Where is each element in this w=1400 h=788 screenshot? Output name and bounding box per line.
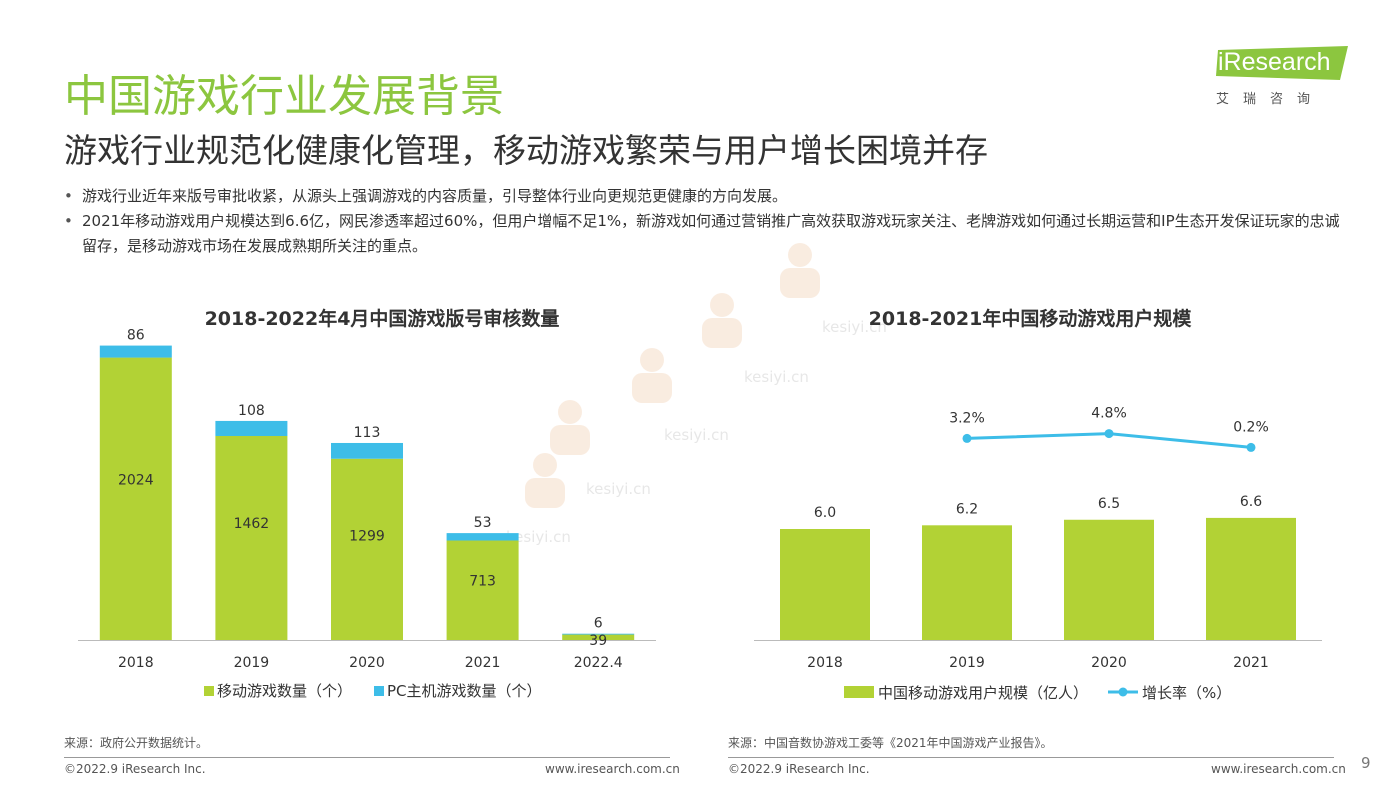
x-tick-label: 2019 <box>949 655 985 671</box>
chart-license-approvals: 2018-2022年4月中国游戏版号审核数量 86 2024 2018 108 1462 2… <box>64 300 674 720</box>
growth-point <box>962 433 972 443</box>
bar-mobile <box>562 634 635 640</box>
data-label-pc: 108 <box>238 403 265 419</box>
data-label-mobile: 39 <box>589 633 607 649</box>
x-tick-label: 2021 <box>465 655 501 671</box>
legend-swatch-mobile <box>204 686 214 696</box>
website-link[interactable]: www.iresearch.com.cn <box>545 762 680 776</box>
page-number: 9 <box>1361 754 1371 772</box>
data-label-mobile: 1299 <box>349 528 385 544</box>
bar-pc <box>99 345 172 358</box>
chart-title: 2018-2022年4月中国游戏版号审核数量 <box>205 307 560 330</box>
source-left: 来源：政府公开数据统计。 <box>64 736 209 750</box>
copyright: ©2022.9 iResearch Inc. <box>64 762 206 776</box>
chart-mobile-users-svg: 2018-2021年中国移动游戏用户规模 6.0 2018 6.2 2019 6.5 202… <box>754 307 1322 702</box>
chart-title: 2018-2021年中国移动游戏用户规模 <box>869 307 1193 330</box>
footer-divider <box>64 757 670 758</box>
bar-pc <box>446 533 519 541</box>
x-tick-label: 2020 <box>349 655 385 671</box>
legend-swatch-growth-point <box>1118 687 1128 697</box>
data-label-users: 6.0 <box>814 505 836 521</box>
source-right: 来源：中国音数协游戏工委等《2021年中国游戏产业报告》。 <box>728 736 1053 750</box>
legend-swatch-pc <box>374 686 384 696</box>
logo-shape <box>1216 46 1348 80</box>
data-label-pc: 113 <box>354 425 381 441</box>
x-tick-label: 2018 <box>118 655 154 671</box>
page-subtitle: 游戏行业规范化健康化管理，移动游戏繁荣与用户增长困境并存 <box>64 131 988 170</box>
copyright: ©2022.9 iResearch Inc. <box>728 762 870 776</box>
data-label-pc: 86 <box>127 328 145 344</box>
bullet-list: 游戏行业近年来版号审批收紧，从源头上强调游戏的内容质量，引导整体行业向更规范更健… <box>64 184 1354 259</box>
data-label-growth: 0.2% <box>1233 419 1269 435</box>
data-label-growth: 3.2% <box>949 410 985 426</box>
x-tick-label: 2020 <box>1091 655 1127 671</box>
data-label-users: 6.6 <box>1240 494 1262 510</box>
bar-mobile <box>446 540 519 640</box>
bar-mobile <box>99 357 172 640</box>
bar-pc <box>562 633 635 635</box>
legend-label-mobile: 移动游戏数量（个） <box>217 682 352 700</box>
data-label-growth: 4.8% <box>1091 406 1127 422</box>
data-label-pc: 6 <box>594 616 603 632</box>
data-label-users: 6.5 <box>1098 496 1120 512</box>
bar-pc <box>215 420 288 436</box>
logo-wordmark: iResearch <box>1218 48 1331 76</box>
legend-label-users: 中国移动游戏用户规模（亿人） <box>878 684 1088 702</box>
data-label-mobile: 1462 <box>234 516 270 532</box>
bar-mobile <box>215 436 288 640</box>
bullet-item: 2021年移动游戏用户规模达到6.6亿，网民渗透率超过60%，但用户增幅不足1%… <box>64 209 1354 259</box>
bar-users <box>780 529 870 640</box>
data-label-mobile: 713 <box>469 573 496 589</box>
bullet-item: 游戏行业近年来版号审批收紧，从源头上强调游戏的内容质量，引导整体行业向更规范更健… <box>64 184 1354 209</box>
chart-license-approvals-svg: 2018-2022年4月中国游戏版号审核数量 86 2024 2018 108 1462 2… <box>78 307 656 700</box>
bar-users <box>1206 517 1296 640</box>
chart-mobile-users: 2018-2021年中国移动游戏用户规模 6.0 2018 6.2 2019 6.5 202… <box>740 300 1340 720</box>
legend-label-growth: 增长率（%） <box>1142 684 1231 702</box>
growth-point <box>1104 429 1114 439</box>
page-title: 中国游戏行业发展背景 <box>64 71 504 122</box>
data-label-users: 6.2 <box>956 501 978 517</box>
data-label-mobile: 2024 <box>118 473 154 489</box>
bar-users <box>922 525 1012 640</box>
bar-mobile <box>331 458 403 640</box>
growth-point <box>1246 442 1256 452</box>
logo-subtitle: 艾瑞咨询 <box>1216 92 1325 107</box>
data-label-pc: 53 <box>474 515 492 531</box>
bar-pc <box>331 442 403 459</box>
website-link[interactable]: www.iresearch.com.cn <box>1211 762 1346 776</box>
bar-users <box>1064 519 1154 640</box>
x-tick-label: 2018 <box>807 655 843 671</box>
x-tick-label: 2021 <box>1233 655 1269 671</box>
footer-divider <box>728 757 1334 758</box>
x-tick-label: 2019 <box>234 655 270 671</box>
legend-swatch-users <box>844 686 874 698</box>
legend-label-pc: PC主机游戏数量（个） <box>387 682 542 700</box>
x-tick-label: 2022.4 <box>574 655 623 671</box>
iresearch-logo: iResearch 艾瑞咨询 <box>1212 46 1348 108</box>
